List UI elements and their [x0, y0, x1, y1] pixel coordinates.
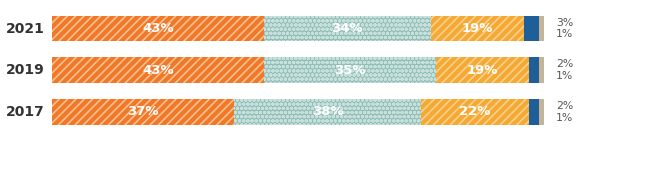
Bar	[539, 16, 544, 41]
Bar	[431, 16, 524, 41]
Bar	[52, 57, 263, 83]
Text: 35%: 35%	[334, 64, 365, 77]
Text: 2021: 2021	[6, 22, 45, 36]
Bar	[436, 57, 529, 83]
Bar	[263, 16, 431, 41]
Text: 2019: 2019	[7, 63, 45, 77]
Bar	[524, 16, 538, 41]
Text: 19%: 19%	[462, 22, 493, 35]
Bar	[52, 57, 263, 83]
Text: 19%: 19%	[466, 64, 498, 77]
Bar	[234, 99, 421, 125]
Bar	[421, 99, 529, 125]
Bar	[539, 57, 544, 83]
Text: 2017: 2017	[7, 105, 45, 119]
Text: 1%: 1%	[556, 29, 573, 39]
Text: 1%: 1%	[556, 71, 573, 81]
Bar	[539, 99, 544, 125]
Text: 2%: 2%	[556, 59, 573, 69]
Text: 2%: 2%	[556, 101, 573, 111]
Text: 43%: 43%	[142, 64, 174, 77]
Text: 38%: 38%	[312, 105, 343, 118]
Bar	[263, 57, 436, 83]
Bar	[263, 57, 436, 83]
Text: 37%: 37%	[128, 105, 159, 118]
Bar	[52, 16, 263, 41]
Text: 1%: 1%	[556, 113, 573, 122]
Bar	[52, 16, 263, 41]
Bar	[431, 16, 524, 41]
Bar	[529, 57, 539, 83]
Bar	[421, 99, 529, 125]
Bar	[52, 99, 234, 125]
Bar	[263, 16, 431, 41]
Bar	[529, 99, 539, 125]
Text: 22%: 22%	[459, 105, 491, 118]
Text: 3%: 3%	[556, 18, 573, 28]
Bar	[234, 99, 421, 125]
Text: 34%: 34%	[331, 22, 363, 35]
Bar	[436, 57, 529, 83]
Bar	[52, 99, 234, 125]
Text: 43%: 43%	[142, 22, 174, 35]
